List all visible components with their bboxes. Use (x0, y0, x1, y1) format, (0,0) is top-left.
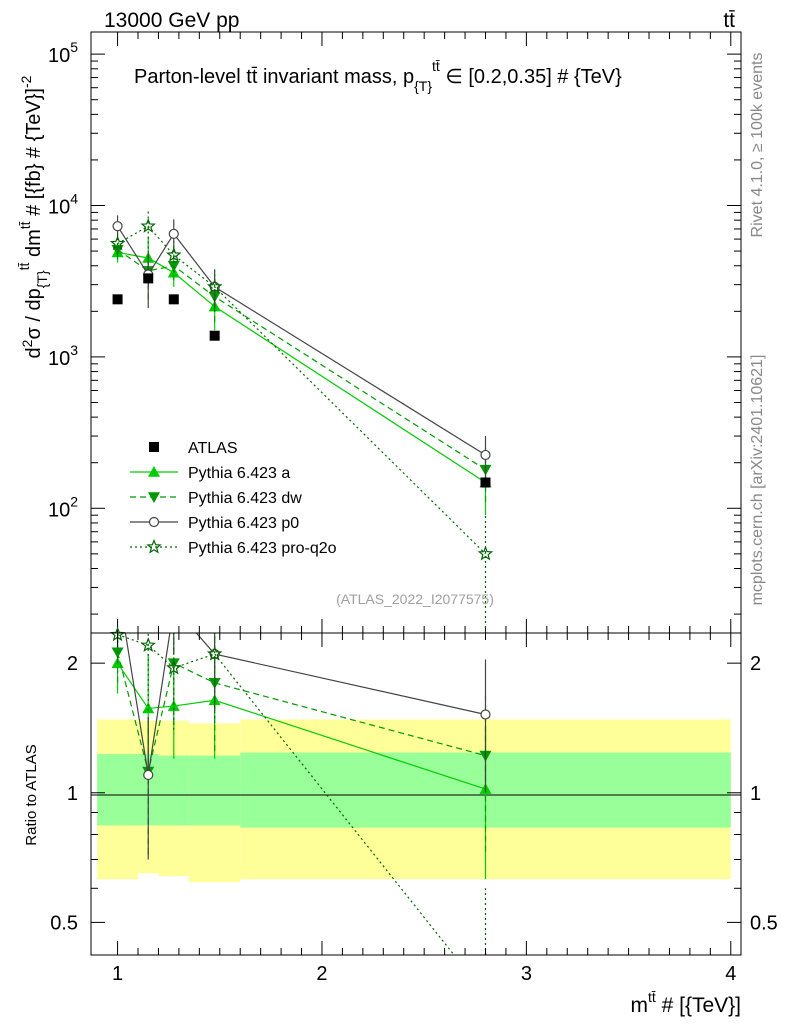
main-y-tick-base: 10 (48, 499, 70, 521)
ratio-panel: 0.5 0.5 1 1 2 2 1 2 3 4 Ratio to ATLAS mtt̄ # [{T… (23, 626, 778, 1017)
main-point-pythia-6-423-p0 (168, 228, 179, 239)
mcplots-label: mcplots.cern.ch [arXiv:2401.10621] (749, 355, 766, 606)
rivet-label: Rivet 4.1.0, ≥ 100k events (749, 53, 766, 238)
main-y-tick-label: 103 (48, 342, 78, 370)
ratio-point-pythia-6-423-pro-q2o (140, 637, 156, 652)
ylabel-part-c: σ / dp (23, 288, 45, 339)
main-point-atlas (480, 477, 491, 488)
ratio-y-tick-label-right: 0.5 (750, 912, 778, 934)
main-point-atlas (143, 273, 154, 284)
main-point-pythia-6-423-pro-q2o (109, 235, 126, 251)
ratio-series-layer (109, 626, 492, 955)
chart-title-sup: tt̄ (432, 58, 440, 74)
ratio-y-tick-label-right: 1 (750, 783, 761, 805)
ratio-band-inner (97, 754, 139, 826)
main-y-tick-exp: 3 (70, 342, 78, 358)
chart-title-main: Parton-level tt̄ invariant mass, p (134, 66, 414, 88)
main-point-pythia-6-423-p0 (480, 449, 491, 461)
legend-marker-pythia-6-423-dw (148, 492, 160, 503)
ylabel-part-e: tt̄ (16, 262, 32, 270)
main-point-pythia-6-423-pro-q2o (140, 218, 156, 233)
main-y-axis-label: d2σ / dp{T}tt̄ dmtt̄ # [{fb} # {TeV}]-2 (16, 75, 50, 358)
energy-label: 13000 GeV pp (104, 9, 239, 32)
x-tick-label: 2 (316, 963, 327, 985)
main-y-tick-base: 10 (48, 348, 70, 370)
x-tick-label: 1 (112, 963, 123, 985)
main-y-tick-exp: 5 (70, 39, 78, 55)
main-line-pythia-6-423-a (117, 251, 486, 484)
watermark: (ATLAS_2022_I2077575) (336, 591, 494, 607)
x-axis-label: mtt̄ # [{TeV}] (630, 989, 741, 1017)
xlabel-part-a: m (630, 994, 648, 1017)
main-y-tick-exp: 2 (70, 493, 78, 509)
ratio-y-tick-label: 1 (67, 783, 78, 805)
chart-title-rest: ∈ [0.2,0.35] # {TeV} (440, 66, 622, 88)
legend: ATLAS Pythia 6.423 a Pythia 6.423 dw Pythia… (130, 440, 337, 557)
main-point-pythia-6-423-p0 (112, 221, 123, 232)
ylabel-part-g: tt̄ (17, 221, 33, 229)
ylabel-part-i: -2 (18, 75, 34, 88)
legend-label-pythia-6-423-a: Pythia 6.423 a (188, 465, 290, 482)
main-point-pythia-6-423-pro-q2o (166, 246, 182, 262)
ratio-y-tick-label: 0.5 (50, 912, 78, 934)
chart-title: Parton-level tt̄ invariant mass, p{T}tt̄… (134, 58, 622, 94)
legend-marker-pythia-6-423-a (148, 466, 160, 477)
x-tick-label: 4 (725, 963, 736, 985)
ylabel-part-d: {T} (34, 270, 50, 288)
main-y-tick-label: 105 (48, 39, 78, 67)
main-line-pythia-6-423-dw (117, 249, 486, 471)
legend-label-pythia-6-423-p0: Pythia 6.423 p0 (188, 515, 299, 532)
main-point-pythia-6-423-pro-q2o (477, 545, 494, 561)
ratio-point-pythia-6-423-pro-q2o (206, 645, 223, 661)
legend-label-atlas: ATLAS (188, 440, 238, 457)
main-series-layer (109, 209, 494, 633)
ratio-y-axis-label: Ratio to ATLAS (23, 744, 40, 845)
main-point-atlas (112, 294, 123, 305)
main-y-tick-exp: 4 (70, 191, 78, 207)
ylabel-part-a: d (23, 347, 45, 358)
ylabel-part-h: # [{fb} # {TeV}] (23, 88, 45, 221)
process-label: tt̄ (723, 9, 735, 32)
ratio-point-pythia-6-423-a (142, 702, 155, 714)
legend-marker-atlas (149, 442, 159, 452)
ratio-point-pythia-6-423-a (167, 700, 180, 711)
main-point-pythia-6-423-pro-q2o (206, 278, 223, 294)
chart-title-sub: {T} (414, 78, 432, 94)
ratio-y-tick-label-right: 2 (750, 653, 761, 675)
ratio-band-inner (189, 755, 241, 826)
legend-marker-pythia-6-423-pro-q2o (146, 538, 162, 554)
x-tick-label: 3 (521, 963, 532, 985)
ylabel-part-f: dm (23, 229, 45, 262)
ratio-bands (97, 719, 731, 883)
ratio-axis-ticks: 0.5 0.5 1 1 2 2 1 2 3 4 (50, 633, 778, 985)
ylabel-part-b: 2 (19, 339, 35, 347)
legend-marker-pythia-6-423-p0 (148, 516, 160, 528)
legend-label-pythia-6-423-dw: Pythia 6.423 dw (188, 490, 302, 507)
main-point-atlas (168, 294, 179, 305)
ratio-band-inner (158, 755, 190, 826)
main-line-pythia-6-423-p0 (117, 225, 486, 456)
main-point-atlas (209, 330, 220, 341)
ratio-point-pythia-6-423-p0 (143, 769, 154, 781)
legend-label-pythia-6-423-pro-q2o: Pythia 6.423 pro-q2o (188, 540, 337, 557)
main-y-tick-label: 102 (48, 493, 78, 521)
ratio-point-pythia-6-423-pro-q2o (166, 659, 182, 675)
main-y-tick-base: 10 (48, 45, 70, 67)
xlabel-part-b: tt̄ (648, 989, 656, 1005)
main-y-tick-base: 10 (48, 197, 70, 219)
ratio-line-pythia-6-423-p0 (124, 633, 486, 776)
ratio-point-pythia-6-423-p0 (480, 709, 491, 720)
main-y-tick-label: 104 (48, 191, 78, 219)
ratio-frame (90, 632, 742, 956)
xlabel-part-c: # [{TeV}] (656, 994, 741, 1017)
ratio-y-tick-label: 2 (67, 653, 78, 675)
